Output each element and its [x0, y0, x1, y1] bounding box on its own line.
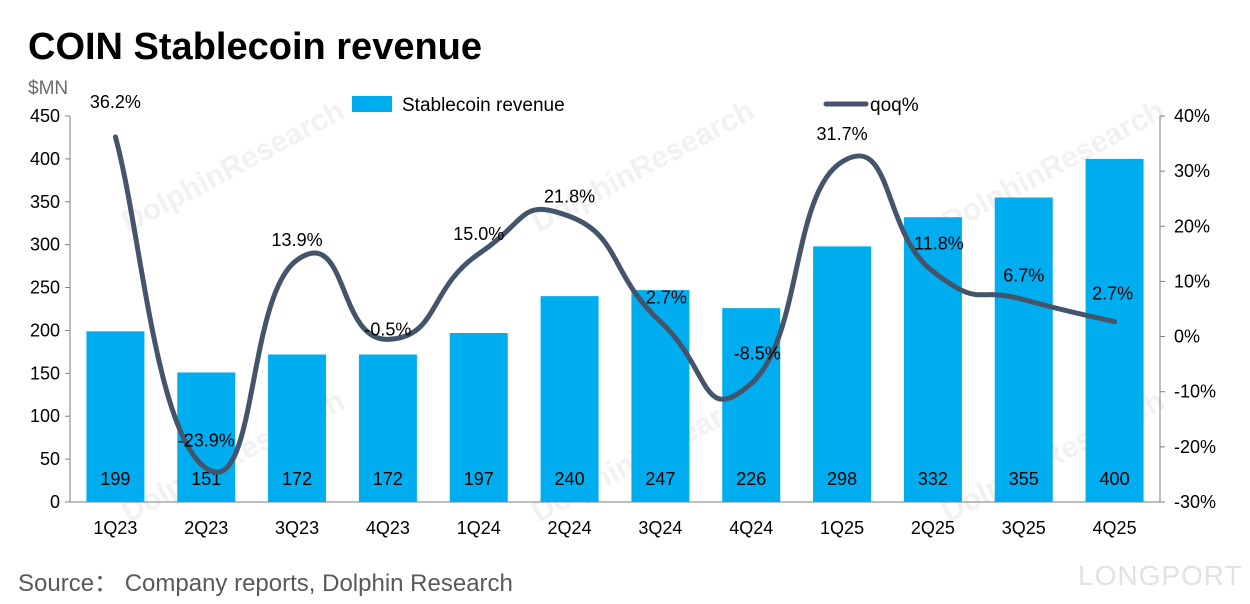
- revenue-bar-label: 172: [373, 469, 403, 489]
- revenue-bar: [903, 217, 962, 502]
- x-tick-label: 3Q24: [638, 518, 682, 538]
- x-tick-label: 3Q23: [275, 518, 319, 538]
- y-left-tick-label: 250: [30, 278, 60, 298]
- x-tick-label: 3Q25: [1002, 518, 1046, 538]
- revenue-bar: [994, 197, 1053, 502]
- revenue-bar-label: 226: [736, 469, 766, 489]
- x-tick-label: 2Q23: [184, 518, 228, 538]
- revenue-bar-label: 400: [1100, 469, 1130, 489]
- y-axis-unit-label: $MN: [28, 78, 69, 99]
- qoq-data-label: 6.7%: [1003, 266, 1044, 286]
- y-left-tick-label: 150: [30, 363, 60, 383]
- x-tick-label: 2Q25: [911, 518, 955, 538]
- revenue-bar-label: 332: [918, 469, 948, 489]
- qoq-data-label: -8.5%: [734, 343, 781, 363]
- revenue-bar-label: 355: [1009, 469, 1039, 489]
- qoq-data-label: 36.2%: [90, 92, 141, 112]
- legend-swatch-revenue: [352, 96, 392, 112]
- x-tick-label: 1Q23: [93, 518, 137, 538]
- revenue-bar-label: 199: [100, 469, 130, 489]
- revenue-bar: [449, 333, 508, 502]
- revenue-bar-label: 240: [555, 469, 585, 489]
- y-left-tick-label: 350: [30, 192, 60, 212]
- revenue-bar: [177, 372, 236, 502]
- x-tick-label: 1Q25: [820, 518, 864, 538]
- y-right-tick-label: 10%: [1174, 271, 1210, 291]
- x-tick-label: 4Q24: [729, 518, 773, 538]
- revenue-bar: [358, 354, 417, 502]
- y-right-tick-label: 40%: [1174, 106, 1210, 126]
- x-tick-label: 4Q23: [366, 518, 410, 538]
- y-right-tick-label: 0%: [1174, 327, 1200, 347]
- y-left-tick-label: 400: [30, 149, 60, 169]
- qoq-data-label: 31.7%: [817, 124, 868, 144]
- qoq-data-label: 11.8%: [914, 234, 964, 254]
- y-right-tick-label: -10%: [1174, 382, 1216, 402]
- qoq-data-label: -0.5%: [364, 319, 411, 339]
- y-left-tick-label: 0: [50, 492, 60, 512]
- qoq-data-label: 13.9%: [272, 230, 323, 250]
- qoq-data-label: 2.7%: [646, 288, 687, 308]
- corner-watermark: LONGPORT: [1078, 560, 1243, 591]
- revenue-bar: [86, 331, 145, 502]
- revenue-bar-label: 247: [645, 469, 675, 489]
- qoq-data-label: 15.0%: [453, 224, 504, 244]
- y-left-tick-label: 100: [30, 406, 60, 426]
- revenue-bar: [631, 290, 690, 502]
- qoq-data-label: 2.7%: [1092, 284, 1133, 304]
- y-right-tick-label: -20%: [1174, 437, 1216, 457]
- legend-label-revenue: Stablecoin revenue: [402, 95, 565, 116]
- qoq-line: [112, 134, 1118, 475]
- qoq-data-label: -23.9%: [178, 430, 235, 450]
- x-tick-label: 4Q25: [1093, 518, 1137, 538]
- y-left-tick-label: 300: [30, 235, 60, 255]
- y-left-tick-label: 450: [30, 106, 60, 126]
- revenue-bar: [722, 308, 781, 502]
- y-left-tick-label: 200: [30, 320, 60, 340]
- source-note: Source： Company reports, Dolphin Researc…: [18, 570, 513, 597]
- revenue-bar-label: 197: [464, 469, 494, 489]
- revenue-bar-label: 172: [282, 469, 312, 489]
- y-right-tick-label: 20%: [1174, 216, 1210, 236]
- legend-label-qoq: qoq%: [870, 95, 919, 116]
- revenue-bar: [268, 354, 327, 502]
- x-tick-label: 2Q24: [548, 518, 592, 538]
- qoq-data-label: 21.8%: [544, 186, 595, 206]
- y-right-tick-label: -30%: [1174, 492, 1216, 512]
- chart-title: COIN Stablecoin revenue: [28, 26, 483, 68]
- x-tick-label: 1Q24: [457, 518, 501, 538]
- revenue-bar-label: 298: [827, 469, 857, 489]
- revenue-bar: [813, 246, 872, 502]
- revenue-bar: [1085, 158, 1144, 502]
- revenue-bar: [540, 296, 599, 502]
- y-right-tick-label: 30%: [1174, 161, 1210, 181]
- y-left-tick-label: 50: [40, 449, 60, 469]
